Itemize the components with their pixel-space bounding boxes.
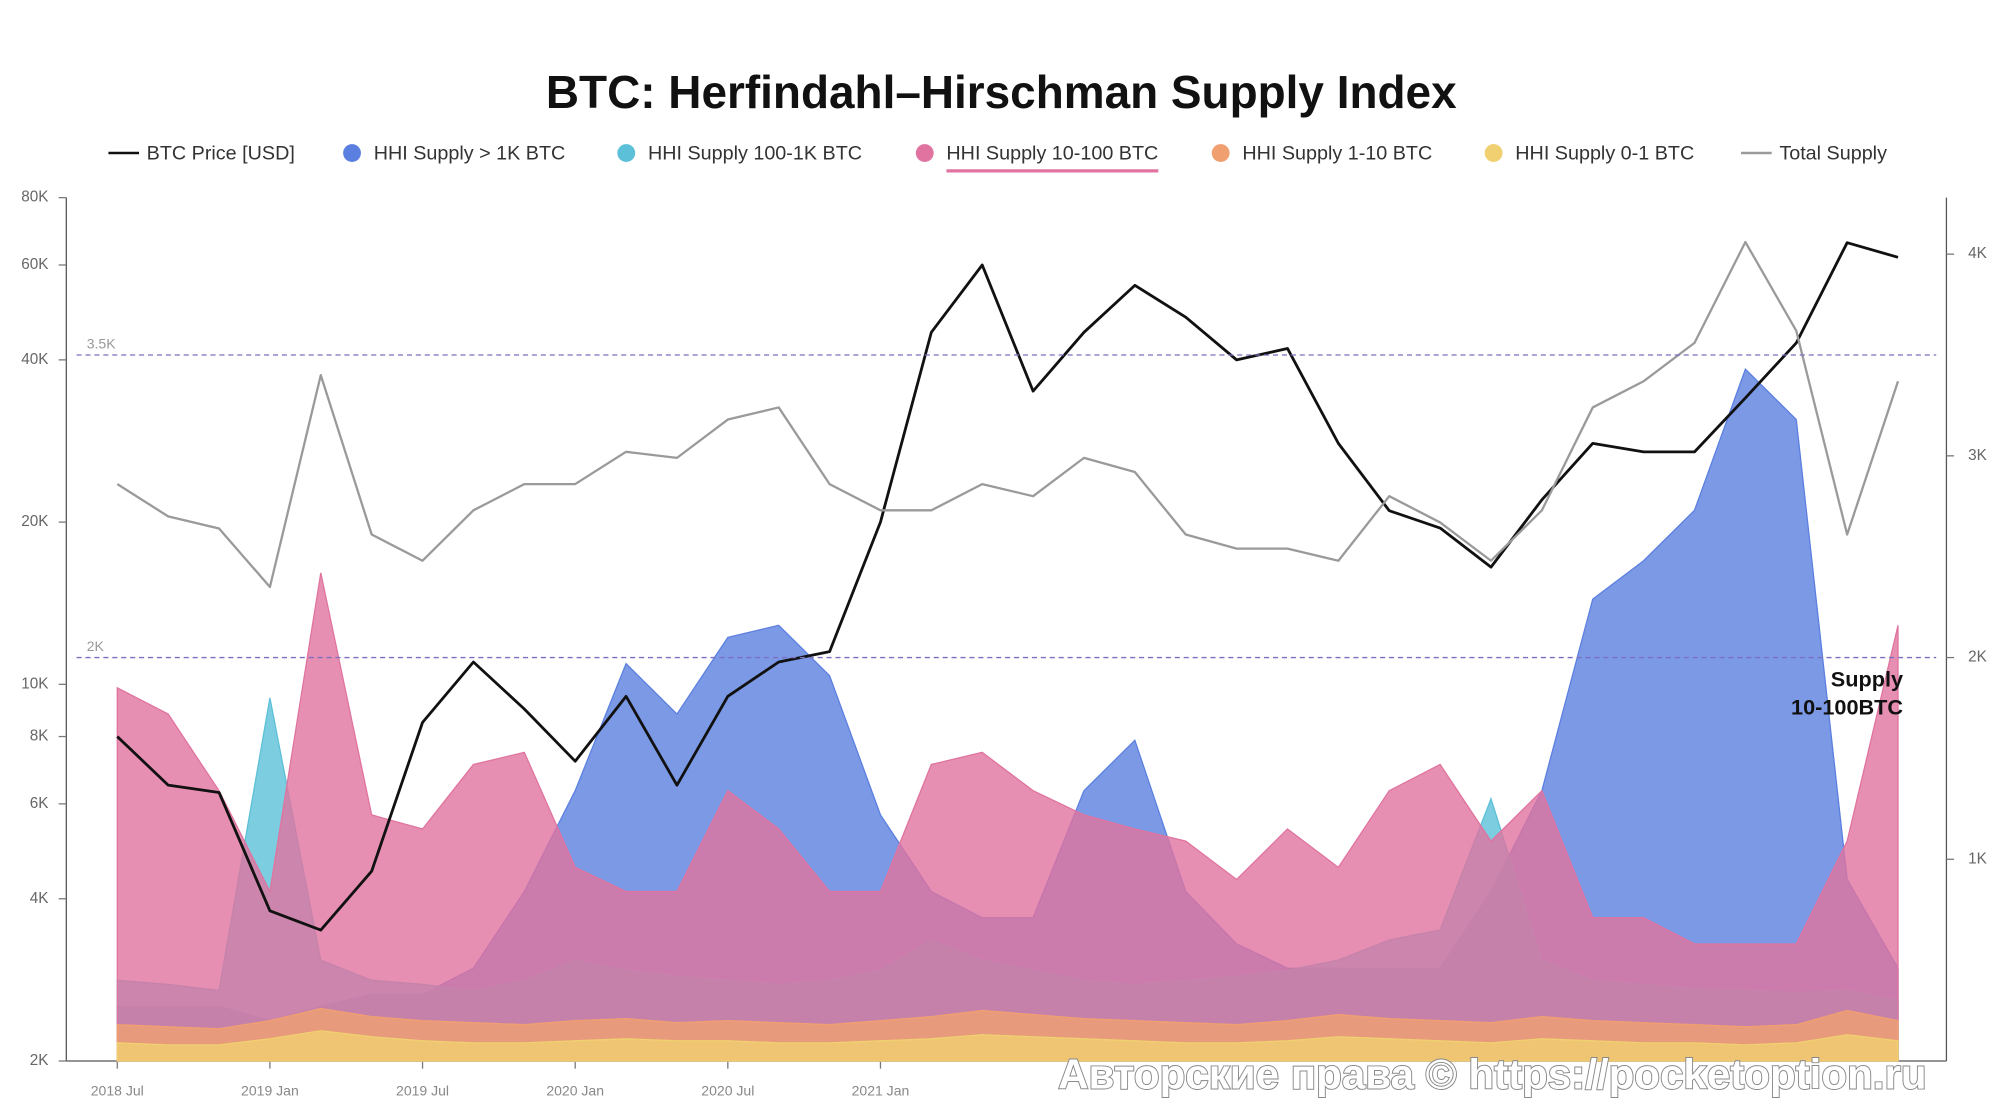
- line-series: [116, 241, 1899, 932]
- legend-label[interactable]: Total Supply: [1779, 143, 1887, 165]
- y-tick-label: 80K: [21, 189, 49, 206]
- annotation: Supply: [1831, 667, 1903, 692]
- y-tick-label: 10K: [21, 675, 49, 692]
- area-series: [116, 1030, 1899, 1062]
- x-tick-label: 2021 Jan: [852, 1082, 910, 1098]
- legend-marker: [343, 144, 361, 162]
- y2-tick-label: 3K: [1968, 447, 1988, 464]
- line-series: [116, 240, 1900, 589]
- x-tick-label: 2019 Jul: [396, 1082, 449, 1098]
- legend-marker: [1211, 144, 1230, 162]
- legend-label[interactable]: HHI Supply 1-10 BTC: [1242, 143, 1432, 165]
- x-tick-label: 2018 Jul: [91, 1082, 144, 1098]
- x-tick-label: 2019 Jan: [241, 1082, 299, 1098]
- y-tick-label: 8K: [30, 728, 50, 745]
- y-tick-label: 40K: [21, 351, 49, 368]
- y2-tick-label: 1K: [1968, 850, 1988, 867]
- x-tick-label: 2020 Jul: [701, 1082, 754, 1098]
- plot-area: 2K 4K 6K 8K 10K 20K 40K 60K 80K 1K 2K 3K 4K 2018 Jul 2…: [21, 189, 1987, 1099]
- legend-label[interactable]: HHI Supply 0-1 BTC: [1515, 143, 1694, 165]
- legend-label[interactable]: HHI Supply 10-100 BTC: [946, 143, 1158, 165]
- y2-tick-label: 2K: [1968, 649, 1988, 666]
- legend-marker: [1484, 144, 1503, 162]
- legend-label[interactable]: HHI Supply 100-1K BTC: [648, 143, 862, 165]
- y-tick-label: 20K: [21, 513, 49, 530]
- watermark: Авторские права © https://pocketoption.r…: [1058, 1051, 1926, 1098]
- reference-label: 3.5K: [87, 335, 116, 351]
- y-tick-label: 60K: [21, 256, 49, 273]
- y-tick-label: 6K: [30, 795, 50, 812]
- legend-label[interactable]: BTC Price [USD]: [147, 143, 295, 165]
- y2-tick-label: 4K: [1968, 245, 1988, 262]
- overlay: 3.5K 2K Supply 10-100BTC: [76, 240, 1937, 932]
- y-tick-label: 4K: [30, 890, 50, 907]
- y-tick-label: 2K: [30, 1052, 50, 1069]
- legend-label[interactable]: HHI Supply > 1K BTC: [374, 143, 566, 165]
- legend-marker: [915, 144, 934, 162]
- legend-marker: [617, 144, 636, 162]
- chart-title: BTC: Herfindahl–Hirschman Supply Index: [546, 66, 1457, 118]
- x-tick-label: 2020 Jan: [546, 1082, 604, 1098]
- annotation: 10-100BTC: [1791, 695, 1903, 720]
- reference-label: 2K: [87, 638, 105, 654]
